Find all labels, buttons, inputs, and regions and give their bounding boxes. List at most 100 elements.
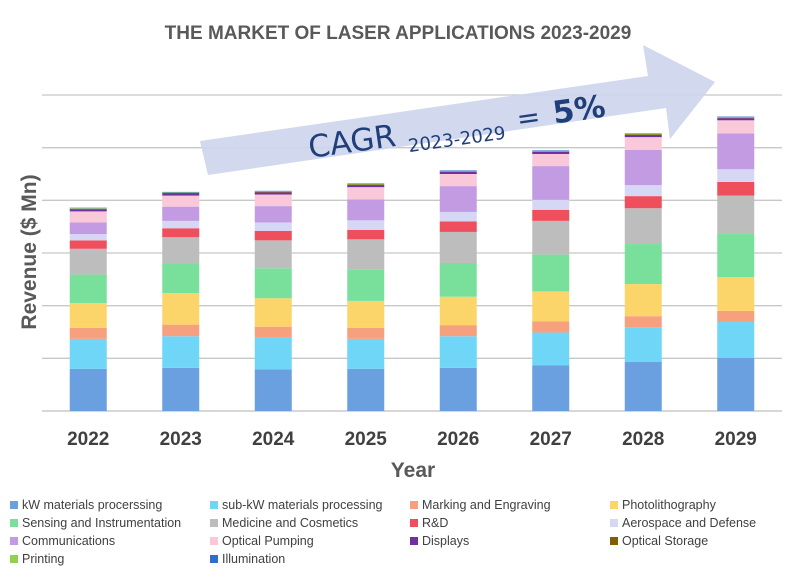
bar-segment-2029-1 — [717, 321, 755, 358]
bar-segment-2023-13 — [162, 191, 200, 193]
bar-segment-2023-7 — [162, 220, 200, 229]
bar-segment-2025-6 — [347, 229, 385, 240]
bar-segment-2022-0 — [69, 368, 107, 411]
bar-segment-2025-7 — [347, 220, 385, 230]
legend-item: Marking and Engraving — [410, 497, 610, 513]
bar-segment-2025-3 — [347, 300, 385, 328]
bar-segment-2028-7 — [624, 185, 662, 197]
bar-segment-2025-12 — [347, 184, 385, 185]
legend-swatch — [410, 519, 418, 527]
bar-segment-2029-6 — [717, 181, 755, 196]
bar-segment-2023-6 — [162, 228, 200, 238]
legend-swatch — [210, 519, 218, 527]
x-tick-label: 2025 — [345, 429, 388, 450]
legend-item: Displays — [410, 533, 610, 549]
bar-segment-2025-9 — [347, 187, 385, 200]
bar-segment-2023-1 — [162, 336, 200, 368]
x-axis-ticks: 2022 2023 2024 2025 2026 2027 2028 2029 — [67, 429, 757, 450]
bar-segment-2024-9 — [254, 194, 292, 207]
bar-segment-2027-8 — [532, 166, 570, 200]
bar-segment-2028-10 — [624, 135, 662, 138]
bar-segment-2028-13 — [624, 133, 662, 134]
legend-label: Sensing and Instrumentation — [22, 516, 182, 530]
bar-segment-2029-2 — [717, 310, 755, 322]
bar-segment-2029-10 — [717, 118, 755, 121]
legend-item: Photolithography — [610, 497, 790, 513]
legend-item: Sensing and Instrumentation — [10, 515, 210, 531]
x-tick-label: 2029 — [715, 429, 757, 450]
legend-swatch — [10, 501, 18, 509]
legend-label: Aerospace and Defense — [622, 516, 757, 530]
legend-label: Communications — [22, 534, 116, 548]
cagr-value: 5% — [550, 89, 607, 132]
bar-segment-2022-10 — [69, 209, 107, 212]
bar-segment-2029-3 — [717, 277, 755, 311]
bar-segment-2026-9 — [439, 174, 477, 187]
bar-segment-2027-9 — [532, 153, 570, 167]
bar-segment-2028-12 — [624, 133, 662, 135]
bar-segment-2027-7 — [532, 199, 570, 210]
bar-segment-2022-7 — [69, 234, 107, 241]
x-tick-label: 2026 — [437, 429, 479, 450]
legend-label: R&D — [422, 516, 449, 530]
legend-swatch — [610, 537, 618, 545]
bar-segment-2029-4 — [717, 234, 755, 278]
chart-area: THE MARKET OF LASER APPLICATIONS 2023-20… — [18, 23, 782, 482]
legend-swatch — [210, 501, 218, 509]
bar-segment-2024-12 — [254, 191, 292, 192]
legend-item: Optical Storage — [610, 533, 790, 549]
bar-segment-2027-6 — [532, 209, 570, 221]
bar-segment-2024-2 — [254, 326, 292, 338]
bar-segment-2027-11 — [532, 151, 570, 152]
bar-segment-2029-7 — [717, 169, 755, 182]
bar-segment-2029-8 — [717, 133, 755, 170]
legend-swatch — [10, 555, 18, 563]
bar-segment-2027-1 — [532, 332, 570, 366]
legend-label: Optical Storage — [622, 534, 709, 548]
chart-title: THE MARKET OF LASER APPLICATIONS 2023-20… — [165, 23, 632, 44]
bar-segment-2029-11 — [717, 117, 755, 119]
bar-segment-2027-0 — [532, 365, 570, 411]
bar-segment-2023-10 — [162, 193, 200, 196]
bar-segment-2028-1 — [624, 327, 662, 363]
bar-segment-2024-8 — [254, 206, 292, 223]
legend-item: Communications — [10, 533, 210, 549]
bar-segment-2025-8 — [347, 199, 385, 221]
bar-segment-2026-12 — [439, 170, 477, 172]
legend-item: Aerospace and Defense — [610, 515, 790, 531]
legend-label: Printing — [22, 552, 65, 566]
bar-segment-2024-5 — [254, 240, 292, 269]
legend-swatch — [610, 501, 618, 509]
bar-segment-2029-5 — [717, 195, 755, 235]
legend-swatch — [210, 537, 218, 545]
legend-swatch — [10, 519, 18, 527]
bar-segment-2024-11 — [254, 191, 292, 193]
bar-segment-2022-3 — [69, 303, 107, 328]
bar-segment-2022-13 — [69, 207, 107, 209]
bar-segment-2026-2 — [439, 325, 477, 337]
x-tick-label: 2028 — [622, 429, 664, 450]
bar-segment-2028-8 — [624, 149, 662, 186]
legend-item: Optical Pumping — [210, 533, 410, 549]
bar-segment-2023-3 — [162, 293, 200, 325]
bar-segment-2023-2 — [162, 324, 200, 337]
bar-segment-2023-11 — [162, 192, 200, 194]
bar-segment-2029-12 — [717, 117, 755, 118]
bar-segment-2024-1 — [254, 337, 292, 370]
bar-segment-2022-11 — [69, 208, 107, 210]
bar-segment-2026-6 — [439, 221, 477, 232]
bar-segment-2026-1 — [439, 336, 477, 368]
bar-segment-2023-8 — [162, 206, 200, 221]
legend-label: Optical Pumping — [222, 534, 314, 548]
legend: kW materials procerssing sub-kW materials… — [10, 497, 790, 567]
bar-segment-2026-4 — [439, 263, 477, 297]
x-tick-label: 2022 — [67, 429, 109, 450]
bar-segment-2028-6 — [624, 196, 662, 209]
bar-segment-2027-4 — [532, 254, 570, 292]
bar-segment-2022-12 — [69, 208, 107, 209]
y-axis-title: Revenue ($ Mn) — [18, 174, 41, 329]
legend-label: Medicine and Cosmetics — [222, 516, 359, 530]
legend-swatch — [410, 537, 418, 545]
bar-segment-2026-0 — [439, 367, 477, 411]
bar-segment-2023-9 — [162, 195, 200, 207]
